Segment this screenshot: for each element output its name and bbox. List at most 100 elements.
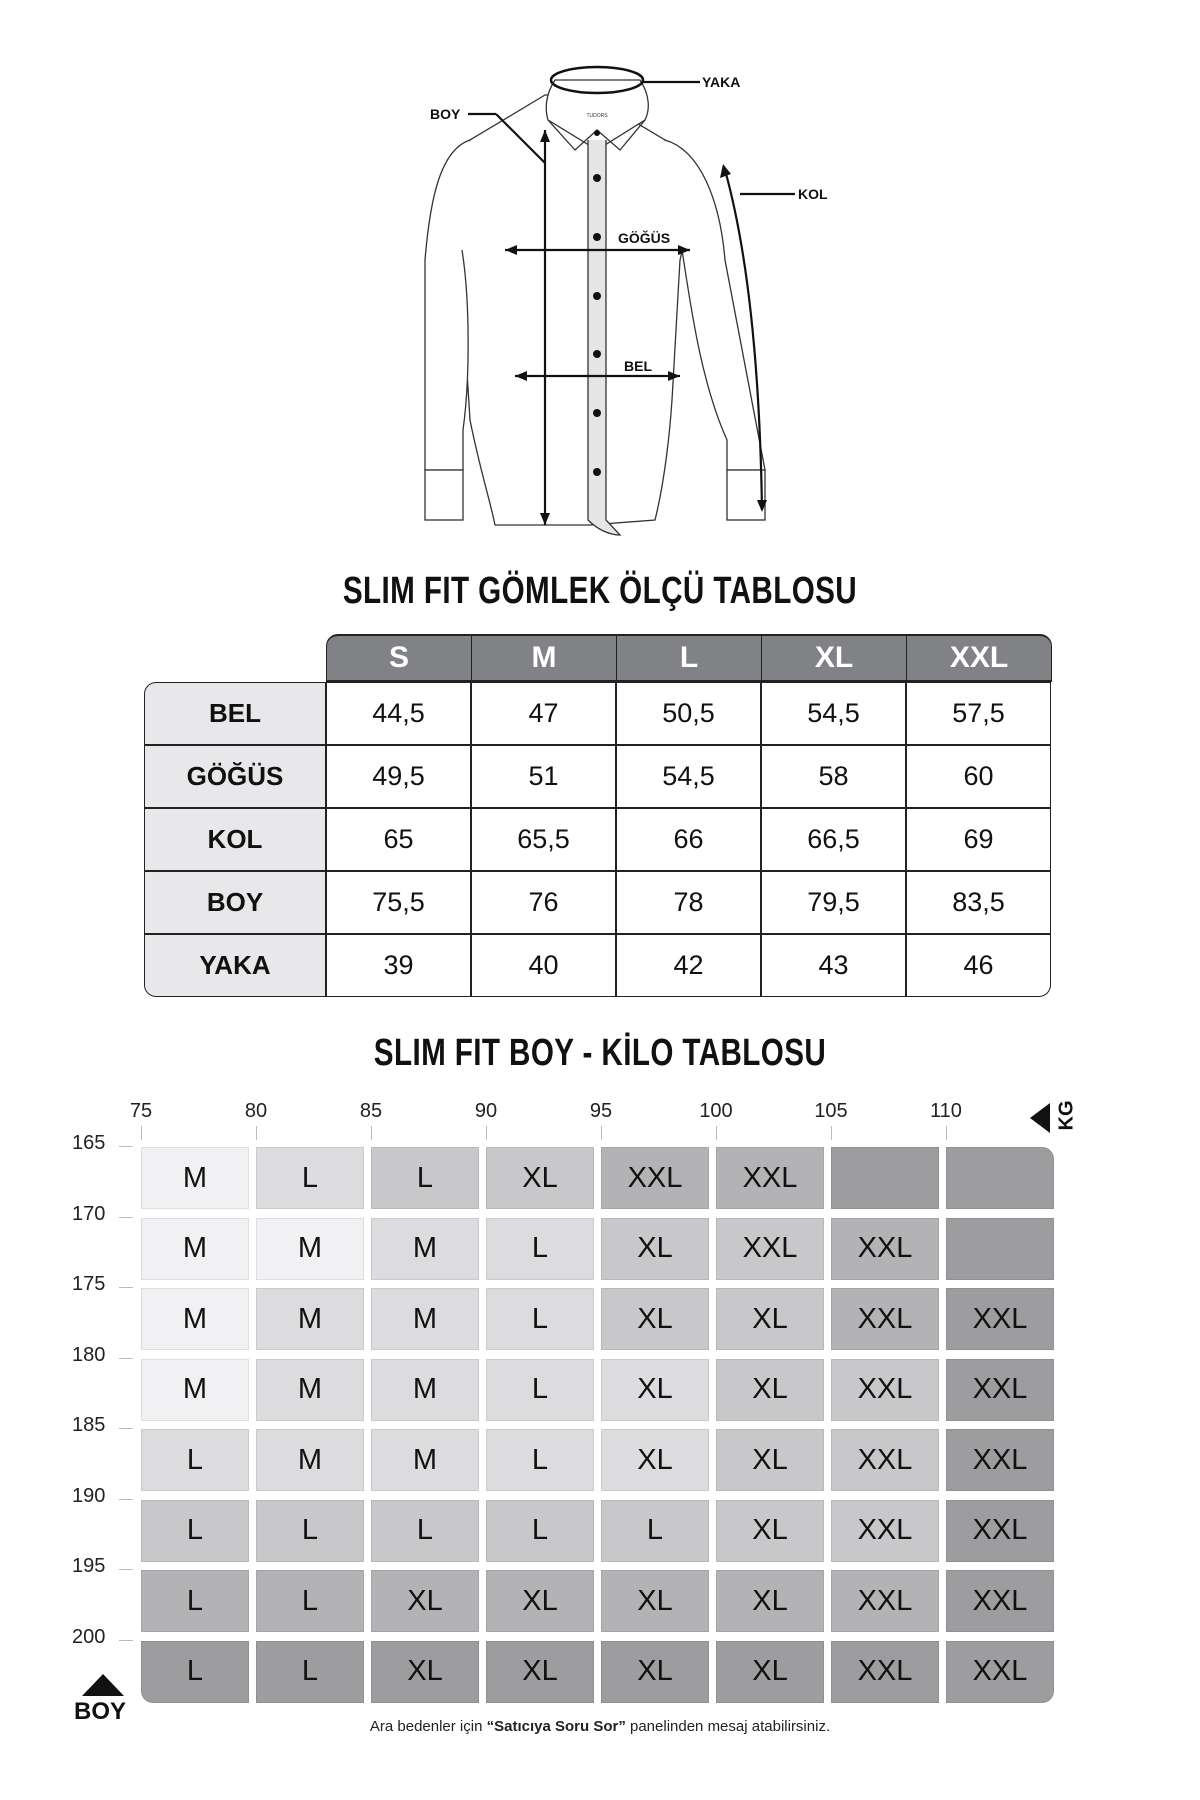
- kg-axis-label: KG: [1055, 1100, 1078, 1131]
- table-cell: 66,5: [761, 808, 906, 871]
- size-cell: L: [141, 1429, 249, 1491]
- left-sleeve: [424, 139, 471, 471]
- size-cell: L: [486, 1499, 594, 1562]
- size-cell: M: [256, 1217, 364, 1280]
- table-cell: 54,5: [616, 745, 761, 808]
- size-cell: L: [371, 1499, 479, 1562]
- size-cell: XXL: [946, 1358, 1054, 1421]
- size-cell: M: [141, 1288, 249, 1350]
- height-tick-label: 190: [72, 1484, 106, 1507]
- size-cell: XXL: [831, 1217, 939, 1280]
- size-cell: M: [371, 1429, 479, 1491]
- brand-logo: TUDORS: [586, 113, 608, 119]
- kg-tick-label: 100: [699, 1100, 733, 1122]
- size-cell: M: [141, 1217, 249, 1280]
- boy-arrow-icon: [82, 1674, 124, 1696]
- row-label: BEL: [144, 682, 326, 745]
- height-tick-mark: [119, 1146, 133, 1147]
- weight-table-title: SLIM FIT BOY - KİLO TABLOSU: [373, 1032, 827, 1074]
- size-cell: XL: [716, 1640, 824, 1703]
- height-tick-label: 195: [72, 1555, 106, 1577]
- shirt-measurement-diagram: TUDORS: [424, 65, 795, 536]
- size-cell: XL: [371, 1570, 479, 1632]
- height-tick-label: 170: [72, 1202, 106, 1225]
- size-cell: L: [486, 1358, 594, 1421]
- table-cell: 46: [906, 934, 1051, 997]
- height-tick-mark: [119, 1428, 133, 1429]
- row-label: GÖĞÜS: [144, 745, 326, 808]
- size-cell: XXL: [716, 1147, 824, 1209]
- height-tick-mark: [119, 1498, 133, 1500]
- size-cell: XL: [601, 1358, 709, 1421]
- size-cell: M: [141, 1147, 249, 1209]
- size-header-l: L: [616, 634, 762, 682]
- height-tick-label: 185: [72, 1414, 106, 1436]
- table-cell: 78: [616, 871, 761, 934]
- size-cell: L: [486, 1217, 594, 1280]
- size-cell: XXL: [831, 1570, 939, 1632]
- size-cell: XL: [601, 1429, 709, 1491]
- table-cell: 60: [906, 745, 1051, 808]
- height-tick-mark: [119, 1639, 133, 1641]
- size-cell: L: [141, 1640, 249, 1703]
- table-cell: 39: [326, 934, 471, 997]
- label-kol: KOL: [798, 186, 828, 202]
- size-cell: [831, 1147, 939, 1209]
- kg-tick-label: 90: [474, 1100, 498, 1122]
- right-sleeve: [664, 139, 766, 471]
- size-cell: XXL: [831, 1640, 939, 1703]
- table-cell: 44,5: [326, 682, 471, 745]
- kg-tick-label: 105: [814, 1100, 848, 1122]
- size-cell: XXL: [831, 1358, 939, 1421]
- size-cell: M: [371, 1217, 479, 1280]
- height-tick-label: 200: [72, 1625, 106, 1648]
- size-cell: XXL: [831, 1429, 939, 1491]
- size-cell: L: [141, 1499, 249, 1562]
- height-tick-mark: [119, 1357, 133, 1359]
- boy-axis-label: BOY: [74, 1698, 127, 1725]
- height-tick-label: 175: [72, 1273, 106, 1295]
- label-yaka: YAKA: [702, 74, 741, 90]
- size-cell: XL: [601, 1288, 709, 1350]
- size-cell: XXL: [946, 1499, 1054, 1562]
- table-cell: 58: [761, 745, 906, 808]
- size-cell: L: [486, 1429, 594, 1491]
- size-cell: XXL: [946, 1288, 1054, 1350]
- label-bel: BEL: [624, 358, 652, 374]
- kg-arrow-icon: [1030, 1103, 1050, 1133]
- kg-tick-mark: [831, 1126, 832, 1140]
- size-cell: XL: [601, 1570, 709, 1632]
- size-cell: XL: [601, 1640, 709, 1703]
- size-cell: XL: [486, 1570, 594, 1632]
- size-cell: L: [256, 1147, 364, 1209]
- size-header-s: S: [326, 634, 472, 682]
- table-cell: 83,5: [906, 871, 1051, 934]
- height-tick-label: 180: [72, 1343, 106, 1366]
- size-cell: L: [256, 1570, 364, 1632]
- table-cell: 75,5: [326, 871, 471, 934]
- size-cell: [946, 1217, 1054, 1280]
- size-cell: XL: [716, 1429, 824, 1491]
- kg-tick-label: 85: [359, 1100, 383, 1122]
- size-cell: L: [256, 1499, 364, 1562]
- size-cell: XL: [716, 1499, 824, 1562]
- size-cell: XXL: [946, 1570, 1054, 1632]
- size-cell: L: [371, 1147, 479, 1209]
- kg-tick-label: 95: [589, 1100, 613, 1122]
- footer-note: Ara bedenler için “Satıcıya Soru Sor” pa…: [369, 1718, 831, 1735]
- table-cell: 40: [471, 934, 616, 997]
- table-cell: 79,5: [761, 871, 906, 934]
- table-cell: 51: [471, 745, 616, 808]
- table-cell: 43: [761, 934, 906, 997]
- label-gogus: GÖĞÜS: [618, 230, 671, 246]
- size-cell: [946, 1147, 1054, 1209]
- size-cell: XL: [716, 1358, 824, 1421]
- size-cell: XL: [716, 1570, 824, 1632]
- size-cell: XL: [371, 1640, 479, 1703]
- table-cell: 47: [471, 682, 616, 745]
- size-cell: XXL: [831, 1288, 939, 1350]
- size-cell: M: [371, 1288, 479, 1350]
- size-cell: XXL: [946, 1640, 1054, 1703]
- kg-tick-mark: [946, 1126, 947, 1140]
